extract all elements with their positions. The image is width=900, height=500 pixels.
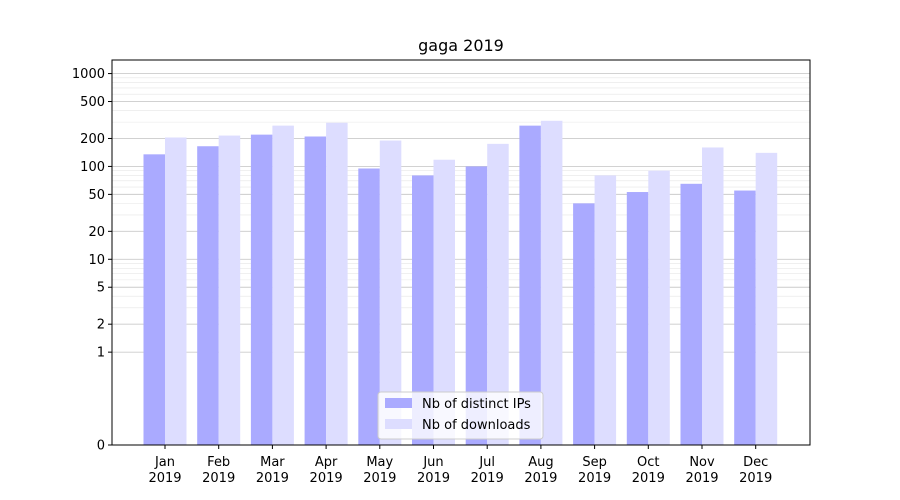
bar-distinct-ips [465,166,488,446]
bar-distinct-ips [197,146,219,445]
y-tick-label: 10 [88,253,105,268]
bar-downloads [272,125,294,445]
bar-distinct-ips [304,136,327,445]
bar-downloads [702,147,724,445]
bar-downloads [487,143,509,445]
y-tick-label: 200 [80,132,105,147]
bar-downloads [326,122,348,445]
chart-title: gaga 2019 [418,36,504,55]
bar-distinct-ips [143,154,165,445]
y-tick-label: 5 [97,281,105,296]
bar-downloads [379,140,402,445]
bar-distinct-ips [734,190,756,445]
y-axis: 0 1 2 5 10 20 50 100 200 500 1000 [72,67,112,454]
legend-box [377,391,544,440]
legend-swatch [385,419,412,429]
x-tick-label: Nov 2019 [685,455,718,486]
bar-distinct-ips [412,175,434,446]
legend-swatch [385,398,412,408]
x-tick-label: Feb 2019 [202,455,235,486]
bar-downloads [755,152,778,445]
x-tick-label: Jun 2019 [417,455,450,486]
y-tick-label: 1 [97,346,105,361]
legend-label: Nb of downloads [422,418,531,433]
x-tick-label: May 2019 [363,455,396,486]
bars-layer [143,120,778,446]
x-tick-label: Oct 2019 [632,455,665,486]
y-tick-label: 50 [88,188,105,203]
x-tick-label: Jan 2019 [148,455,181,486]
x-tick-label: Mar 2019 [256,455,289,486]
y-tick-label: 0 [97,439,105,454]
y-tick-label: 100 [80,160,105,175]
bar-distinct-ips [573,203,595,445]
x-axis: Jan 2019 Feb 2019 Mar 2019 Apr 2019 May 2019 Jun 20… [148,445,772,486]
bar-distinct-ips [626,192,649,445]
legend-label: Nb of distinct IPs [422,397,531,412]
bar-downloads [218,135,241,445]
x-tick-label: Sep 2019 [578,455,611,486]
x-tick-label: Apr 2019 [310,455,343,486]
legend: Nb of distinct IPs Nb of downloads [377,391,544,440]
bar-downloads [165,137,187,445]
x-tick-label: Jul 2019 [471,455,504,486]
bar-distinct-ips [250,134,273,445]
bar-distinct-ips [519,125,541,445]
bar-distinct-ips [358,168,380,446]
x-tick-label: Dec 2019 [739,455,772,486]
x-tick-label: Aug 2019 [524,455,557,486]
plot-frame [111,59,811,446]
y-tick-label: 1000 [72,67,105,82]
bar-downloads [594,175,617,446]
y-tick-label: 20 [88,225,105,240]
bar-downloads [433,159,455,445]
bar-downloads [648,170,670,445]
y-tick-label: 500 [80,95,105,110]
bar-distinct-ips [680,183,702,446]
bar-downloads [540,120,563,445]
y-tick-label: 2 [97,318,105,333]
